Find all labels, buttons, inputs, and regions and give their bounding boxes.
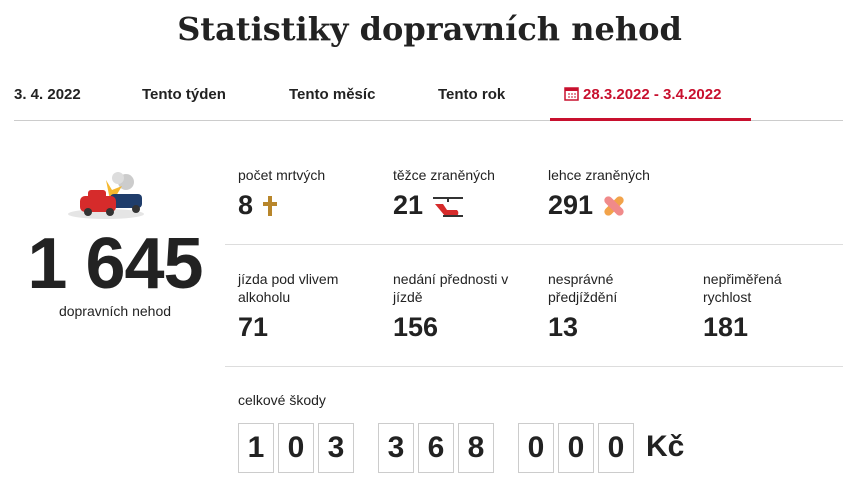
damage-label: celkové škody xyxy=(238,392,326,408)
stat: počet mrtvých 8 xyxy=(238,166,358,221)
digit-box: 8 xyxy=(458,423,494,473)
divider xyxy=(225,366,843,367)
stat-value: 156 xyxy=(393,312,513,343)
stat: nepřiměřená rychlost 181 xyxy=(703,270,823,343)
stat-number: 8 xyxy=(238,190,254,220)
tab-label: Tento rok xyxy=(438,86,506,103)
stat: nesprávné předjíždění 13 xyxy=(548,270,668,343)
digit-box: 3 xyxy=(318,423,354,473)
title: Statistiky dopravních nehod xyxy=(177,10,682,48)
stat-value: 21 xyxy=(393,190,513,221)
tab[interactable]: 3. 4. 2022 xyxy=(14,86,81,121)
bandage-icon xyxy=(604,195,624,216)
divider xyxy=(225,244,843,245)
stat-label: těžce zraněných xyxy=(393,167,495,183)
stat-value: 291 xyxy=(548,190,668,221)
digit-box: 6 xyxy=(418,423,454,473)
total-label: dopravních nehod xyxy=(58,303,172,319)
stat-number: 71 xyxy=(238,312,269,342)
stat-label: nesprávné předjíždění xyxy=(548,271,618,305)
tab-label: 3. 4. 2022 xyxy=(14,86,81,103)
stat-value: 71 xyxy=(238,312,358,343)
stat-number: 291 xyxy=(548,190,594,220)
tab[interactable]: Tento měsíc xyxy=(289,86,375,121)
digit-box: 0 xyxy=(518,423,554,473)
tab-label: Tento měsíc xyxy=(289,86,376,103)
digit-box: 1 xyxy=(238,423,274,473)
stat-label: lehce zraněných xyxy=(548,167,650,183)
stat-number: 181 xyxy=(703,312,749,342)
stat-value: 181 xyxy=(703,312,823,343)
total-value: 1 645 xyxy=(27,224,203,304)
calendar-icon xyxy=(564,87,579,101)
cross-icon xyxy=(263,195,278,216)
tab-label: 28.3.2022 - 3.4.2022 xyxy=(583,86,722,103)
digit-box: 0 xyxy=(278,423,314,473)
stat: jízda pod vlivem alkoholu 71 xyxy=(238,270,358,343)
digit-box: 0 xyxy=(598,423,634,473)
stat: těžce zraněných 21 xyxy=(393,166,513,221)
currency: Kč xyxy=(646,430,685,463)
stat-label: nepřiměřená rychlost xyxy=(703,271,782,305)
stat-label: počet mrtvých xyxy=(238,167,326,183)
tab-bar: 3. 4. 2022 Tento týden Tento měsíc Tento ro… xyxy=(14,86,843,121)
stat-number: 156 xyxy=(393,312,439,342)
tab[interactable]: Tento týden xyxy=(142,86,226,121)
digit-box: 0 xyxy=(558,423,594,473)
stat-number: 21 xyxy=(393,190,424,220)
stat: nedání přednosti v jízdě 156 xyxy=(393,270,513,343)
stat: lehce zraněných 291 xyxy=(548,166,668,221)
stat-value: 13 xyxy=(548,312,668,343)
stat-label: jízda pod vlivem alkoholu xyxy=(238,271,339,305)
digit-box: 3 xyxy=(378,423,414,473)
crash-icon xyxy=(68,172,144,219)
total: 1 645 dopravních nehod xyxy=(10,225,220,319)
stat-number: 13 xyxy=(548,312,579,342)
tab[interactable]: 28.3.2022 - 3.4.2022 xyxy=(550,86,751,121)
tab-label: Tento týden xyxy=(142,86,226,103)
tab[interactable]: Tento rok xyxy=(438,86,505,121)
stat-label: nedání přednosti v jízdě xyxy=(393,271,509,305)
stat-value: 8 xyxy=(238,190,358,221)
helicopter-icon xyxy=(433,196,464,217)
